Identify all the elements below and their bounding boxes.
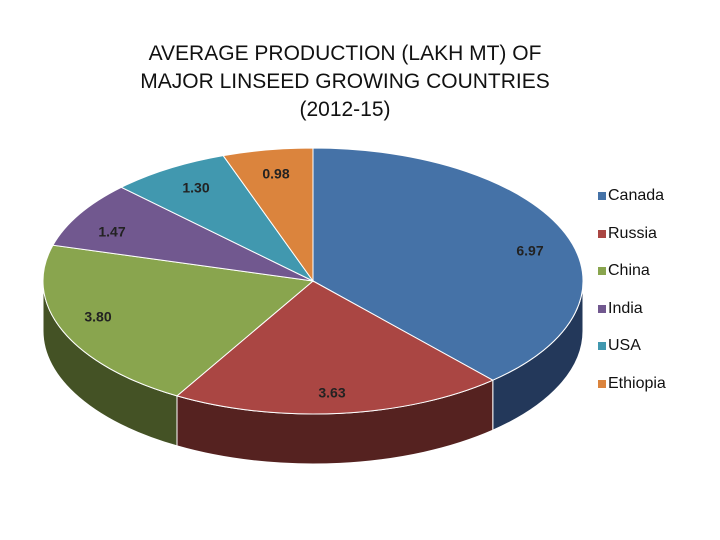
legend-label-canada: Canada <box>608 187 665 204</box>
legend-label-india: India <box>608 299 643 317</box>
legend-label-russia: Russia <box>608 224 657 242</box>
chart-title: AVERAGE PRODUCTION (LAKH MT) OF MAJOR LI… <box>90 40 600 124</box>
pie-tops <box>42 147 584 415</box>
chart-title-line-2: MAJOR LINSEED GROWING COUNTRIES <box>140 70 550 93</box>
data-label-usa: 1.30 <box>182 180 209 196</box>
legend-swatch-usa <box>598 342 606 350</box>
legend-swatch-canada <box>598 192 606 200</box>
data-label-canada: 6.97 <box>516 243 543 259</box>
pie-sides <box>42 280 584 465</box>
chart-title-line-3: (2012-15) <box>299 98 391 121</box>
legend-swatch-russia <box>598 229 606 238</box>
pie-slice-china <box>42 244 315 397</box>
data-label-russia: 3.63 <box>318 385 345 401</box>
chart-title-line-1: AVERAGE PRODUCTION (LAKH MT) OF <box>148 42 542 65</box>
data-label-china: 3.80 <box>84 309 111 325</box>
legend-swatch-ethiopia <box>598 379 606 388</box>
legend-label-china: China <box>608 262 650 279</box>
data-label-india: 1.47 <box>98 224 125 240</box>
legend-label-usa: USA <box>608 337 641 354</box>
pie-slice-russia <box>175 280 494 415</box>
pie-slice-ethiopia <box>222 147 314 283</box>
legend-swatch-china <box>598 267 606 275</box>
pie-slice-india <box>52 186 314 282</box>
pie-slice-canada <box>312 147 584 381</box>
legend-label-ethiopia: Ethiopia <box>608 374 666 392</box>
pie-data-labels: 6.97 3.63 3.80 1.47 1.30 0.98 <box>84 166 543 401</box>
data-label-ethiopia: 0.98 <box>262 166 289 182</box>
pie-slice-usa <box>120 155 314 282</box>
legend-swatch-india <box>598 304 606 313</box>
